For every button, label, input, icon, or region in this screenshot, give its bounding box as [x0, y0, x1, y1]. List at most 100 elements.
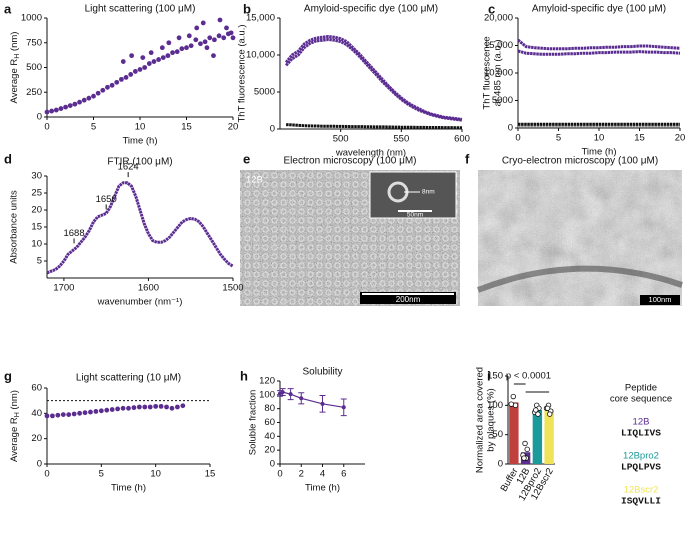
y-tick-label: 10,000 — [246, 50, 275, 61]
bar — [509, 402, 519, 464]
sequence: LIQLIVS — [621, 428, 661, 439]
data-point — [58, 106, 64, 111]
data-line — [279, 391, 344, 408]
data-point — [228, 30, 234, 36]
y-tick-label: 120 — [259, 376, 275, 387]
data-point — [71, 411, 77, 417]
y-tick-label: 10 — [31, 239, 42, 250]
data-point — [126, 405, 131, 411]
data-point — [109, 407, 115, 412]
y-tick-label: 15,000 — [484, 40, 513, 51]
x-tick-label: 15 — [634, 133, 645, 144]
data-point — [221, 35, 227, 41]
y-tick-label: 60 — [264, 417, 275, 428]
data-point — [533, 407, 539, 413]
data-point — [93, 409, 99, 414]
bar — [544, 409, 554, 464]
x-tick-label: 20 — [675, 133, 685, 144]
chart-title: Light scattering (10 μM) — [76, 373, 181, 384]
panel-letter: e — [243, 151, 250, 166]
y-axis-label: by plaques (%) — [486, 388, 497, 451]
data-point — [114, 79, 120, 85]
legend-title: Peptide — [625, 383, 657, 394]
y-axis-label-part: H — [14, 412, 21, 417]
image-label: 12B — [246, 175, 263, 186]
data-point — [164, 404, 169, 410]
chart-panel: b Amyloid-specific dye (100 μM) 0 5000 10,00… — [237, 1, 470, 158]
panel-letter: d — [4, 151, 12, 166]
x-tick-label: 1700 — [53, 283, 74, 294]
y-axis-label: Average RH (nm) — [9, 390, 22, 462]
y-tick-label: 5 — [37, 256, 42, 267]
data-point — [146, 61, 152, 66]
y-tick-label: 100 — [487, 400, 503, 411]
data-point — [129, 53, 135, 59]
chart-panel: a Light scattering (100 μM) 0 250 500 750 1000… — [4, 1, 238, 146]
data-point — [156, 57, 162, 62]
chart-title: Solubility — [302, 367, 342, 378]
y-tick-label: 1000 — [21, 13, 42, 24]
data-point — [510, 393, 516, 400]
bar — [532, 410, 543, 464]
data-line — [286, 123, 462, 130]
chart-panel: d FTIR (100 μM) 5 10 15 20 25 30 1700 1600 1500 wav… — [4, 151, 244, 307]
data-point — [202, 39, 208, 45]
data-point — [193, 37, 199, 43]
y-tick-label: 0 — [498, 459, 503, 470]
annotation: 1624 — [118, 162, 139, 173]
sequence: LPQLPVS — [621, 462, 661, 473]
chart-title: Amyloid-specific dye (100 μM) — [304, 4, 438, 15]
data-point — [544, 405, 551, 411]
y-axis-label: ThT fluorescence — [482, 36, 493, 109]
data-point — [179, 46, 185, 52]
data-point — [100, 87, 106, 93]
y-tick-label: 150 — [487, 371, 503, 382]
chart-panel: c Amyloid-specific dye (100 μM) 0 5000 10,00… — [482, 1, 685, 157]
y-axis-label-part: Average R — [9, 59, 20, 104]
x-tick-label: 1600 — [138, 283, 159, 294]
x-tick-label: 5 — [556, 133, 561, 144]
data-point — [119, 76, 124, 82]
data-point — [136, 404, 142, 410]
x-tick-label: 10 — [150, 469, 161, 480]
data-point — [132, 69, 138, 74]
y-tick-label: 100 — [259, 389, 275, 400]
data-point — [44, 413, 50, 419]
data-point — [50, 413, 55, 419]
data-point — [151, 59, 157, 64]
image-texture — [478, 170, 682, 306]
y-axis-label: Soluble fraction — [248, 390, 259, 455]
data-point — [224, 25, 229, 31]
y-tick-label: 30 — [31, 171, 42, 182]
y-tick-label: 20,000 — [484, 13, 513, 24]
data-point — [198, 41, 203, 47]
data-line — [284, 35, 463, 121]
y-tick-label: 0 — [270, 124, 275, 135]
data-point — [160, 55, 166, 60]
legend-label: 12Bpro2 — [623, 451, 659, 462]
electron-micrograph: e Electron microscopy (100 μM) 12B 8nm 5… — [240, 151, 460, 306]
data-point — [170, 50, 175, 56]
y-tick-label: 20 — [31, 433, 42, 444]
x-tick-label: 20 — [228, 122, 239, 133]
y-tick-label: 40 — [31, 408, 42, 419]
data-point — [91, 93, 96, 99]
data-point — [140, 55, 146, 60]
panel-letter: a — [4, 1, 12, 16]
y-axis-label-part: (nm) — [9, 390, 20, 412]
y-tick-label: 10,000 — [484, 68, 513, 79]
data-point — [524, 446, 530, 453]
data-point — [60, 412, 66, 417]
y-tick-label: 25 — [31, 188, 42, 199]
annotation: 1650 — [96, 194, 117, 205]
data-point — [230, 35, 236, 41]
x-axis-label: Time (h) — [122, 136, 157, 147]
panel-letter: h — [240, 368, 248, 383]
chart-title: Light scattering (100 μM) — [85, 4, 196, 15]
x-axis-label: Time (h) — [581, 147, 616, 158]
scale-bar — [640, 295, 680, 305]
data-point — [175, 404, 180, 410]
data-point — [55, 412, 61, 418]
data-point — [63, 104, 68, 110]
data-point — [174, 49, 180, 55]
